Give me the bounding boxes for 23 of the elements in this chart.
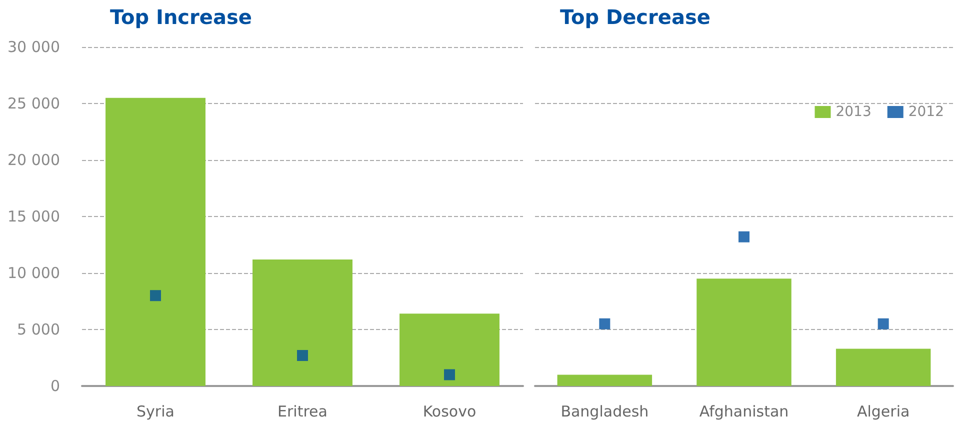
chart-title: Top Increase bbox=[110, 5, 252, 29]
x-tick-label: Kosovo bbox=[422, 402, 476, 420]
bar bbox=[252, 259, 352, 386]
point bbox=[297, 350, 308, 361]
bar bbox=[106, 98, 206, 386]
legend-label: 2013 bbox=[836, 104, 872, 120]
point bbox=[444, 369, 455, 380]
legend-label: 2012 bbox=[908, 104, 944, 120]
y-tick-label: 15 000 bbox=[8, 208, 60, 226]
x-tick-label: Afghanistan bbox=[699, 402, 789, 420]
y-tick-label: 30 000 bbox=[8, 38, 60, 56]
x-tick-label: Syria bbox=[136, 402, 174, 420]
x-tick-label: Eritrea bbox=[278, 402, 328, 420]
y-tick-label: 0 bbox=[50, 377, 60, 395]
x-tick-label: Bangladesh bbox=[560, 402, 649, 420]
y-tick-label: 20 000 bbox=[8, 151, 60, 169]
x-tick-label: Algeria bbox=[856, 402, 910, 420]
y-tick-label: 5 000 bbox=[17, 320, 60, 338]
chart-title: Top Decrease bbox=[560, 5, 710, 29]
y-tick-label: 10 000 bbox=[8, 264, 60, 282]
y-tick-label: 25 000 bbox=[8, 94, 60, 112]
bar bbox=[400, 314, 500, 386]
point bbox=[150, 290, 161, 302]
